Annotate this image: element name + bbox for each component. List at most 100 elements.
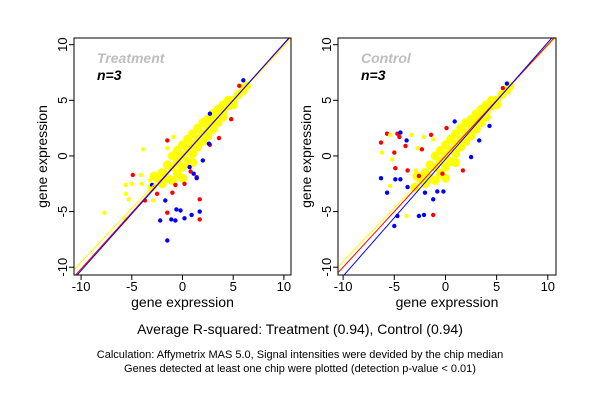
caption-line-2: Genes detected at least one chip were pl…: [124, 363, 476, 375]
sample-size-label: n=3: [97, 67, 122, 83]
red-point: [416, 173, 422, 179]
red-point: [460, 168, 466, 173]
x-tick-label: -5: [126, 279, 138, 294]
blue-point: [477, 138, 482, 143]
x-tick-label: 10: [541, 279, 555, 294]
y-tick-label: 5: [55, 97, 70, 104]
plot-area: [74, 38, 291, 275]
red-point: [440, 171, 445, 176]
y-tick-label: 5: [319, 97, 334, 104]
yellow-fit-line: [74, 38, 291, 271]
yellow-point: [150, 198, 156, 203]
blue-point: [416, 213, 422, 219]
blue-point: [398, 177, 403, 182]
yellow-point: [139, 181, 145, 186]
y-axis-label: gene expression: [34, 105, 50, 208]
red-point: [130, 172, 135, 178]
yellow-point: [140, 147, 146, 152]
yellow-point: [126, 197, 131, 202]
blue-point: [468, 154, 474, 160]
plot-area: [338, 38, 556, 275]
red-point: [216, 135, 222, 141]
blue-point: [182, 216, 187, 221]
yellow-point: [147, 178, 153, 183]
red-point: [173, 182, 178, 188]
blue-point: [241, 78, 246, 83]
blue-point: [452, 119, 457, 124]
x-tick-label: 5: [230, 279, 237, 294]
blue-point: [178, 208, 183, 213]
red-point: [405, 168, 410, 173]
blue-point: [165, 238, 170, 243]
yellow-point: [415, 146, 420, 151]
red-point: [393, 166, 398, 171]
blue-point: [197, 209, 202, 214]
y-tick-label: 0: [55, 152, 70, 159]
yellow-point: [149, 171, 159, 181]
yellow-point: [388, 183, 393, 189]
yellow-point: [390, 157, 395, 162]
x-tick-label: 10: [277, 279, 291, 294]
blue-fit-line: [76, 38, 290, 275]
yellow-point: [102, 210, 107, 215]
red-fit-line: [338, 38, 555, 274]
blue-point: [174, 207, 179, 212]
y-tick-label: -5: [55, 206, 70, 218]
x-axis-label: gene expression: [396, 294, 499, 310]
blue-point: [487, 123, 492, 129]
yellow-point: [188, 158, 198, 168]
blue-point: [169, 217, 174, 222]
treatment-panel: -10 -5 0 5 10 -10 -5 0 5 10 gene expression gene ex…: [34, 37, 292, 310]
blue-point: [191, 171, 196, 176]
red-point: [397, 134, 402, 140]
yellow-point: [431, 137, 436, 142]
red-point: [237, 83, 242, 89]
control-panel: -10 -5 0 5 10 -10 -5 0 5 10 gene expression gene ex…: [298, 37, 557, 310]
yellow-point: [409, 132, 414, 137]
red-point: [500, 85, 505, 91]
blue-point: [194, 176, 199, 181]
red-point: [154, 191, 160, 196]
panel-title: Control: [361, 50, 412, 66]
blue-point: [378, 176, 384, 181]
blue-point: [421, 212, 427, 218]
yellow-point: [413, 168, 418, 173]
yellow-point: [404, 213, 409, 219]
yellow-point: [138, 172, 144, 178]
y-tick-label: -10: [319, 258, 334, 277]
yellow-point: [466, 131, 476, 141]
blue-point: [404, 138, 409, 143]
yellow-point: [208, 124, 218, 134]
y-axis-label: gene expression: [298, 105, 314, 208]
yellow-point: [123, 182, 128, 188]
blue-point: [392, 223, 397, 229]
x-tick-label: 5: [493, 279, 500, 294]
blue-point: [441, 189, 446, 194]
yellow-point: [129, 181, 134, 186]
yellow-point: [228, 100, 238, 110]
yellow-point: [410, 182, 420, 192]
blue-point: [163, 198, 168, 203]
blue-point: [158, 218, 163, 223]
yellow-point: [188, 149, 198, 159]
plot-frame: [337, 37, 557, 276]
yellow-point: [171, 134, 176, 140]
caption-line-1: Calculation: Affymetrix MAS 5.0, Signal …: [97, 349, 503, 361]
blue-fit-line: [343, 38, 553, 275]
red-point: [197, 217, 202, 222]
red-point: [431, 212, 436, 218]
yellow-point: [430, 175, 440, 185]
blue-point: [187, 164, 192, 170]
red-point: [165, 210, 170, 215]
yellow-point: [178, 173, 187, 183]
yellow-point: [451, 149, 461, 159]
y-tick-label: -10: [55, 258, 70, 277]
red-point: [444, 125, 449, 131]
red-point: [170, 190, 175, 195]
blue-point: [207, 111, 213, 116]
red-point: [378, 140, 384, 145]
blue-point: [422, 190, 428, 195]
blue-point: [384, 190, 390, 195]
red-point: [428, 132, 434, 137]
